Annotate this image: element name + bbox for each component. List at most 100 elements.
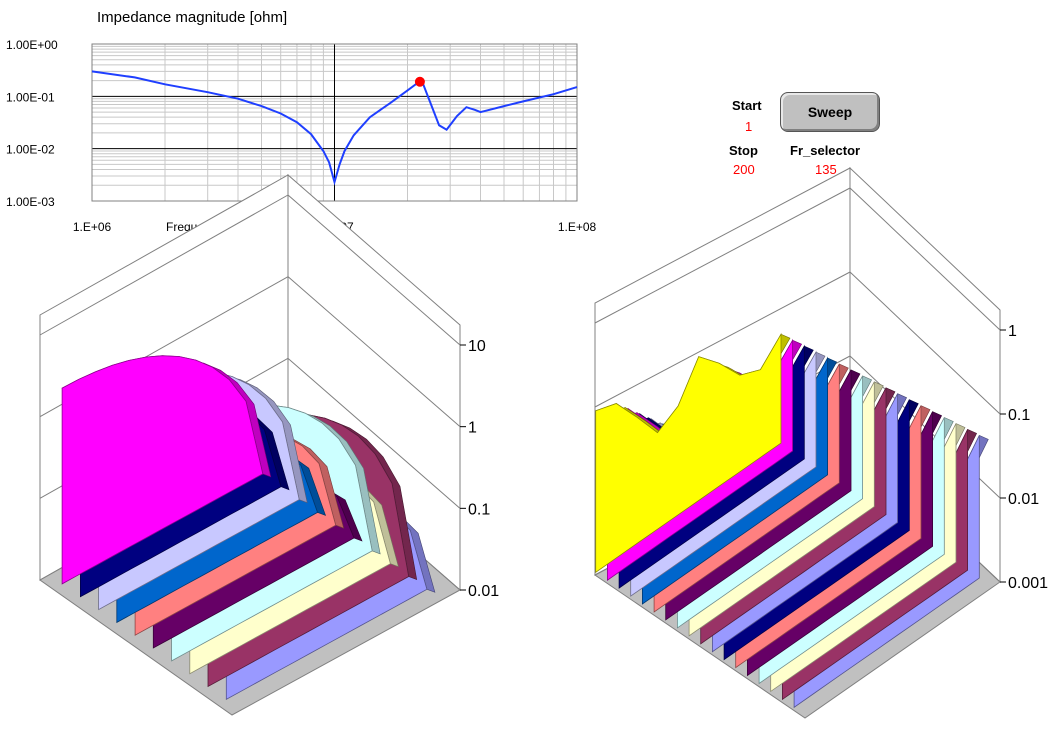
series-slab-edge <box>134 429 345 529</box>
series-slab-face <box>642 356 828 605</box>
series-slab-face <box>80 399 282 598</box>
series-slab-face <box>630 350 817 597</box>
floor <box>39 439 461 716</box>
z-tick-label: 0.001 <box>1008 575 1048 592</box>
fr-selector-label: Fr_selector <box>790 143 861 158</box>
wall-gridline <box>287 439 461 591</box>
stop-label: Stop <box>729 143 758 158</box>
chart-grid <box>91 43 578 202</box>
z-tick-label: 0.01 <box>468 583 499 600</box>
series-slab-edge <box>769 423 966 530</box>
series-slab-edge <box>606 339 803 444</box>
series-slab-edge <box>61 355 272 478</box>
sweep-button[interactable]: Sweep <box>780 92 880 132</box>
series-slab-face <box>735 405 922 669</box>
wall-gridline <box>849 439 1001 583</box>
series-slab-edge <box>629 351 826 456</box>
series-slab-edge <box>723 399 919 506</box>
wall-gridline <box>287 276 461 428</box>
series-slab-face <box>116 444 318 624</box>
series-slab-face <box>793 435 980 709</box>
fr-selector-value[interactable]: 135 <box>815 162 837 177</box>
start-label: Start <box>732 98 762 113</box>
series-slab-edge <box>793 435 989 543</box>
series-slab-edge <box>116 444 326 516</box>
series-slab-face <box>207 413 410 688</box>
series-slab-edge <box>97 370 308 504</box>
series-slab-edge <box>79 399 290 491</box>
y-tick-label: 1.00E-01 <box>6 90 55 104</box>
chart-title: Impedance magnitude [ohm] <box>97 9 287 26</box>
series-slab-edge <box>594 333 791 438</box>
left-chart-walls <box>39 173 461 716</box>
series-slab-face <box>723 399 910 661</box>
series-slab-face <box>653 363 840 613</box>
stop-value[interactable]: 200 <box>733 162 755 177</box>
x-tick-labels: 1.E+06 1.E+07 1.E+08 <box>73 220 597 234</box>
series-slab-face <box>665 369 852 621</box>
series-slab-face <box>782 429 968 701</box>
x-tick-label: 1.E+08 <box>558 220 597 234</box>
right-chart-walls <box>594 166 1001 719</box>
y-tick-labels: 1.00E+00 1.00E-01 1.00E-02 1.00E-03 <box>6 38 58 209</box>
series-slab-face <box>758 417 945 685</box>
z-tick-label: 1 <box>468 420 477 437</box>
series-slab-face <box>152 481 355 649</box>
right-z-tick-labels: 1 0.1 0.01 0.001 <box>1000 323 1048 592</box>
selected-frequency-marker <box>414 76 425 87</box>
side-wall <box>849 166 1001 584</box>
series-slab-edge <box>225 498 436 593</box>
x-tick-label: 1.E+07 <box>315 220 354 234</box>
series-slab-face <box>770 423 957 693</box>
wall-gridline <box>594 271 851 408</box>
y-tick-label: 1.00E-03 <box>6 195 55 209</box>
wall-gridline <box>849 355 1001 499</box>
series-slab-edge <box>189 467 399 568</box>
left-chart-series <box>61 355 436 700</box>
impedance-chart: Impedance magnitude [ohm] 1.00E+00 1.00E-… <box>6 9 597 234</box>
series-slab-edge <box>676 375 873 481</box>
floor <box>594 439 1001 719</box>
series-slab-edge <box>664 369 861 475</box>
z-tick-label: 10 <box>468 338 486 355</box>
series-slab-face <box>225 498 428 700</box>
series-slab-edge <box>653 363 849 468</box>
series-slab-edge <box>699 387 896 493</box>
series-slab-face <box>61 355 264 585</box>
right-chart-series <box>594 332 989 709</box>
series-slab-edge <box>170 404 381 555</box>
z-tick-label: 0.01 <box>1008 491 1039 508</box>
wall-gridline <box>594 439 851 576</box>
series-slab-face <box>595 332 782 574</box>
start-value[interactable]: 1 <box>745 119 753 134</box>
series-slab-edge <box>746 411 943 518</box>
series-slab-edge <box>758 417 954 524</box>
series-slab-edge <box>688 381 884 487</box>
y-tick-label: 1.00E-02 <box>6 143 55 157</box>
series-slab-face <box>134 429 337 636</box>
wall-gridline <box>287 357 461 509</box>
series-slab-edge <box>734 405 931 512</box>
series-slab-edge <box>152 481 363 542</box>
series-slab-face <box>747 411 933 677</box>
z-tick-label: 0.1 <box>468 501 490 518</box>
wall-gridline <box>849 187 1001 331</box>
wall-gridline <box>594 355 851 492</box>
wall-gridline <box>39 276 289 418</box>
series-slab-edge <box>207 413 418 580</box>
series-slab-face <box>607 338 793 581</box>
z-tick-label: 0.1 <box>1008 407 1030 424</box>
series-slab-edge <box>711 393 908 499</box>
series-slab-face <box>688 381 875 637</box>
y-tick-label: 1.00E+00 <box>6 38 58 52</box>
series-slab-face <box>189 467 391 675</box>
impedance-series-line <box>91 70 578 186</box>
left-z-tick-labels: 10 1 0.1 0.01 <box>460 338 499 600</box>
x-axis-label: Frequency [Hz] <box>166 220 247 234</box>
series-slab-face <box>700 387 887 645</box>
series-slab-edge <box>641 357 838 462</box>
series-slab-face <box>712 393 898 653</box>
wall-gridline <box>39 439 289 581</box>
wall-gridline <box>39 357 289 499</box>
series-slab-face <box>171 404 373 662</box>
